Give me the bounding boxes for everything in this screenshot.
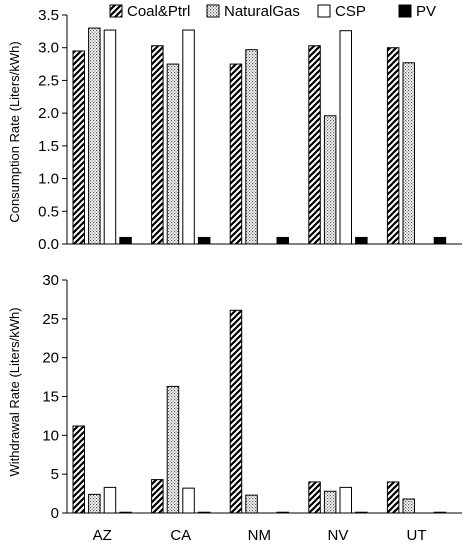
consumption-axes bbox=[66, 15, 462, 245]
withdrawal-bar-ut-naturalgas bbox=[402, 498, 415, 514]
withdrawal-axes bbox=[66, 280, 462, 514]
withdrawal-y-tick-label: 25 bbox=[42, 311, 59, 328]
consumption-bar-nv-naturalgas bbox=[323, 115, 337, 245]
withdrawal-bar-nv-csp bbox=[339, 486, 352, 514]
withdrawal-bar-nm-naturalgas bbox=[245, 494, 258, 514]
legend-label-naturalgas: NaturalGas bbox=[224, 3, 300, 20]
consumption-y-axis-title: Consumption Rate (Liters/kWh) bbox=[7, 41, 22, 222]
consumption-y-ticks: 0.0 0.5 1.0 1.5 2.0 2.5 3.0 3.5 bbox=[38, 7, 67, 253]
withdrawal-chart: 0 5 10 15 20 25 30 Withdrawal Rate (Liters/kWh… bbox=[7, 272, 462, 522]
legend-label-pv: PV bbox=[416, 3, 436, 20]
withdrawal-bar-nv-naturalgas bbox=[323, 490, 337, 514]
withdrawal-y-axis-title: Withdrawal Rate (Liters/kWh) bbox=[7, 307, 22, 476]
withdrawal-bars bbox=[72, 309, 447, 514]
consumption-bar-ca-naturalgas bbox=[166, 63, 180, 245]
consumption-y-tick-label: 1.0 bbox=[38, 171, 59, 188]
consumption-y-tick-label: 3.5 bbox=[38, 7, 59, 24]
consumption-y-tick-label: 2.0 bbox=[38, 105, 59, 122]
withdrawal-y-ticks: 0 5 10 15 20 25 30 bbox=[42, 272, 67, 522]
legend: Coal&Ptrl NaturalGas CSP PV bbox=[109, 3, 436, 20]
withdrawal-bar-nv-coal-ptrl bbox=[308, 481, 321, 514]
withdrawal-y-tick-label: 30 bbox=[42, 272, 59, 289]
withdrawal-bar-az-csp bbox=[103, 486, 117, 514]
consumption-y-tick-label: 2.5 bbox=[38, 72, 59, 89]
withdrawal-y-tick-label: 10 bbox=[42, 427, 59, 444]
withdrawal-bar-ca-csp bbox=[182, 487, 195, 514]
legend-swatch-naturalgas bbox=[206, 4, 220, 18]
consumption-y-tick-label: 3.0 bbox=[38, 40, 59, 57]
legend-swatch-coal-ptrl bbox=[109, 4, 123, 18]
withdrawal-y-tick-label: 20 bbox=[42, 350, 59, 367]
consumption-bar-ut-naturalgas bbox=[402, 62, 415, 245]
withdrawal-bar-az-naturalgas bbox=[88, 493, 101, 514]
withdrawal-bar-ca-coal-ptrl bbox=[151, 479, 164, 514]
category-label-ca: CA bbox=[170, 527, 191, 544]
category-label-nv: NV bbox=[328, 527, 349, 544]
consumption-bar-az-pv bbox=[119, 236, 132, 245]
legend-swatch-csp bbox=[317, 4, 331, 18]
consumption-chart: 0.0 0.5 1.0 1.5 2.0 2.5 3.0 3.5 Consumption Rat… bbox=[7, 7, 462, 253]
consumption-bar-nv-coal-ptrl bbox=[308, 45, 321, 245]
legend-label-csp: CSP bbox=[335, 3, 366, 20]
consumption-bar-nm-pv bbox=[276, 236, 289, 245]
consumption-bars bbox=[72, 27, 447, 245]
withdrawal-bar-nm-coal-ptrl bbox=[229, 309, 243, 514]
category-label-nm: NM bbox=[248, 527, 271, 544]
consumption-bar-ut-pv bbox=[433, 236, 447, 245]
withdrawal-bar-ut-coal-ptrl bbox=[386, 481, 400, 514]
x-category-labels: AZ CA NM NV UT bbox=[93, 527, 427, 544]
legend-label-coal-ptrl: Coal&Ptrl bbox=[127, 3, 190, 20]
legend-swatch-pv bbox=[398, 4, 412, 18]
withdrawal-bar-ca-naturalgas bbox=[166, 385, 180, 514]
consumption-y-tick-label: 0.5 bbox=[38, 203, 59, 220]
consumption-bar-az-naturalgas bbox=[88, 27, 101, 245]
withdrawal-y-tick-label: 5 bbox=[51, 466, 59, 483]
consumption-y-tick-label: 0.0 bbox=[38, 236, 59, 253]
consumption-bar-ut-coal-ptrl bbox=[386, 47, 400, 245]
consumption-bar-az-csp bbox=[103, 29, 117, 245]
consumption-bar-ca-csp bbox=[182, 29, 195, 245]
consumption-bar-ca-pv bbox=[197, 236, 211, 245]
consumption-bar-nm-naturalgas bbox=[245, 49, 258, 245]
withdrawal-bar-az-coal-ptrl bbox=[72, 425, 85, 514]
consumption-bar-nm-coal-ptrl bbox=[229, 63, 243, 245]
category-label-az: AZ bbox=[93, 527, 112, 544]
consumption-bar-az-coal-ptrl bbox=[72, 50, 85, 245]
consumption-bar-ca-coal-ptrl bbox=[151, 45, 164, 245]
consumption-bar-nv-csp bbox=[339, 30, 352, 245]
withdrawal-y-tick-label: 15 bbox=[42, 389, 59, 406]
category-label-ut: UT bbox=[407, 527, 427, 544]
consumption-y-tick-label: 1.5 bbox=[38, 138, 59, 155]
consumption-bar-nv-pv bbox=[355, 236, 368, 245]
withdrawal-y-tick-label: 0 bbox=[51, 505, 59, 522]
